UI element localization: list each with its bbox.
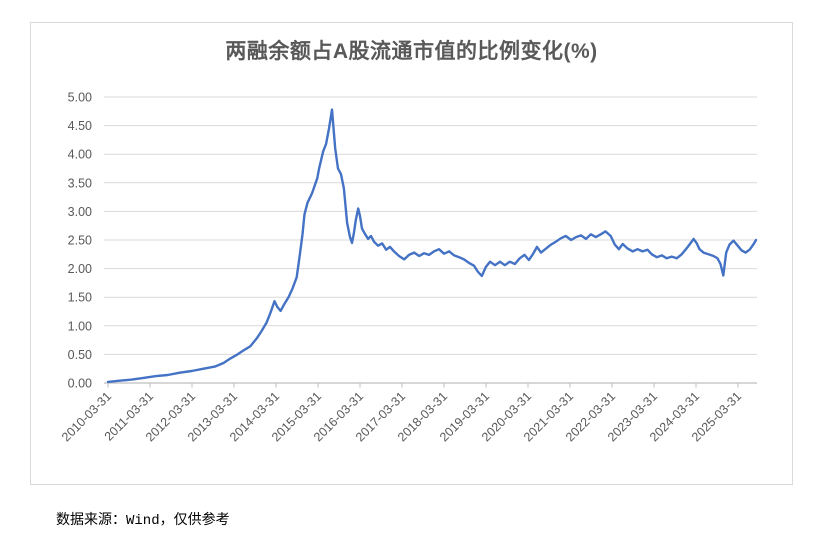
- source-note: 数据来源：Wind，仅供参考: [56, 513, 230, 529]
- y-axis-tick-label: 4.00: [68, 148, 92, 162]
- y-axis-tick-label: 3.00: [68, 205, 92, 219]
- y-axis-tick-label: 4.50: [68, 119, 92, 133]
- y-axis-tick-label: 1.00: [68, 319, 92, 333]
- series-line: [106, 108, 758, 384]
- y-axis-tick-label: 0.00: [68, 377, 92, 391]
- chart-title: 两融余额占A股流通市值的比例变化(%): [225, 40, 598, 63]
- y-axis-tick-label: 0.50: [68, 348, 92, 362]
- y-axis-tick-label: 2.50: [68, 234, 92, 248]
- plot-canvas: 0.00 0.50 1.00 1.50 2.00 2.50 3.00 3.50 4.00 4.50…: [59, 91, 758, 444]
- y-axis-tick-label: 2.00: [68, 262, 92, 276]
- y-axis-tick-label: 3.50: [68, 176, 92, 190]
- chart-area[interactable]: 两融余额占A股流通市值的比例变化(%) 0.00 0.50 1.00 1.50 2.00…: [30, 22, 793, 485]
- y-axis-tick-label: 5.00: [68, 91, 92, 105]
- y-axis-tick-label: 1.50: [68, 291, 92, 305]
